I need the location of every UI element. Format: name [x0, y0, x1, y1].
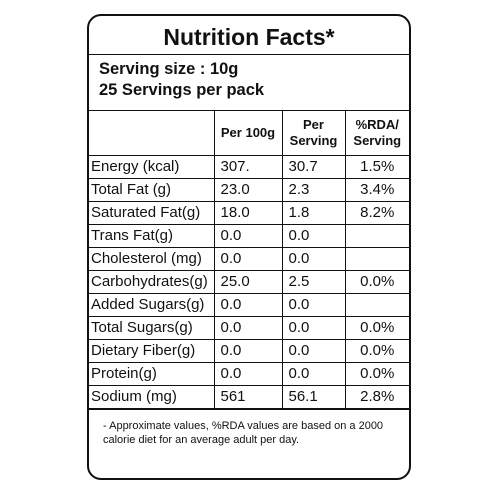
servings-per-pack: 25 Servings per pack	[99, 81, 265, 99]
per-serving: 56.1	[281, 385, 346, 409]
per-100g: 23.0	[213, 178, 283, 202]
per-100g: 0.0	[213, 247, 283, 271]
column-header: Per 100g	[213, 111, 283, 156]
serving-size: Serving size : 10g	[99, 60, 239, 78]
column-header: Per Serving	[281, 111, 346, 156]
nutrient-row: Saturated Fat(g) 18.0 1.8 8.2%	[89, 201, 409, 225]
per-100g: 307.	[213, 155, 283, 179]
nutrient-name: Cholesterol (mg)	[89, 247, 215, 271]
per-serving: 0.0	[281, 316, 346, 340]
nutrient-name: Sodium (mg)	[89, 385, 215, 409]
nutrient-row: Cholesterol (mg) 0.0 0.0	[89, 247, 409, 271]
footnote: - Approximate values, %RDA values are ba…	[89, 409, 409, 447]
empty-cell	[344, 224, 409, 248]
empty-cell	[344, 293, 409, 317]
nutrient-row: Dietary Fiber(g) 0.0 0.0 0.0%	[89, 339, 409, 363]
per-100g: 0.0	[213, 293, 283, 317]
per-100g: 0.0	[213, 224, 283, 248]
column-header: %RDA/ Serving	[344, 111, 409, 156]
per-serving: 30.7	[281, 155, 346, 179]
per-100g: 0.0	[213, 316, 283, 340]
table-head: Per 100g Per Serving %RDA/ Serving	[89, 111, 409, 156]
nutrient-row: Trans Fat(g) 0.0 0.0	[89, 224, 409, 248]
per-serving: 1.8	[281, 201, 346, 225]
per-100g: 561	[213, 385, 283, 409]
per-serving: 0.0	[281, 224, 346, 248]
blank-header	[89, 111, 215, 156]
per-100g: 25.0	[213, 270, 283, 294]
rda-percent: 0.0%	[344, 362, 409, 386]
nutrient-name: Protein(g)	[89, 362, 215, 386]
serving-info: Serving size : 10g 25 Servings per pack	[89, 55, 409, 111]
nutrient-name: Total Sugars(g)	[89, 316, 215, 340]
rda-percent: 0.0%	[344, 339, 409, 363]
nutrient-name: Dietary Fiber(g)	[89, 339, 215, 363]
per-serving: 0.0	[281, 339, 346, 363]
nutrient-name: Saturated Fat(g)	[89, 201, 215, 225]
title: Nutrition Facts*	[89, 16, 409, 55]
per-serving: 0.0	[281, 362, 346, 386]
per-100g: 0.0	[213, 339, 283, 363]
table-body: Energy (kcal) 307. 30.7 1.5% Total Fat (g) 23…	[89, 155, 409, 409]
nutrition-label: Nutrition Facts* Serving size : 10g 25 S…	[87, 14, 411, 480]
rda-percent: 0.0%	[344, 316, 409, 340]
nutrient-row: Added Sugars(g) 0.0 0.0	[89, 293, 409, 317]
per-serving: 0.0	[281, 293, 346, 317]
nutrient-name: Energy (kcal)	[89, 155, 215, 179]
per-100g: 0.0	[213, 362, 283, 386]
nutrient-name: Total Fat (g)	[89, 178, 215, 202]
rda-percent: 0.0%	[344, 270, 409, 294]
nutrient-name: Added Sugars(g)	[89, 293, 215, 317]
nutrient-row: Total Fat (g) 23.0 2.3 3.4%	[89, 178, 409, 202]
nutrient-row: Sodium (mg) 561 56.1 2.8%	[89, 385, 409, 409]
nutrient-name: Trans Fat(g)	[89, 224, 215, 248]
rda-percent: 1.5%	[344, 155, 409, 179]
nutrient-row: Energy (kcal) 307. 30.7 1.5%	[89, 155, 409, 179]
nutrition-table: Per 100g Per Serving %RDA/ Serving Energy …	[89, 111, 409, 409]
per-serving: 2.5	[281, 270, 346, 294]
rda-percent: 2.8%	[344, 385, 409, 409]
per-serving: 0.0	[281, 247, 346, 271]
nutrient-row: Carbohydrates(g) 25.0 2.5 0.0%	[89, 270, 409, 294]
rda-percent: 3.4%	[344, 178, 409, 202]
empty-cell	[344, 247, 409, 271]
header-row: Per 100g Per Serving %RDA/ Serving	[89, 111, 409, 156]
rda-percent: 8.2%	[344, 201, 409, 225]
nutrient-row: Total Sugars(g) 0.0 0.0 0.0%	[89, 316, 409, 340]
per-serving: 2.3	[281, 178, 346, 202]
per-100g: 18.0	[213, 201, 283, 225]
nutrient-row: Protein(g) 0.0 0.0 0.0%	[89, 362, 409, 386]
nutrient-name: Carbohydrates(g)	[89, 270, 215, 294]
